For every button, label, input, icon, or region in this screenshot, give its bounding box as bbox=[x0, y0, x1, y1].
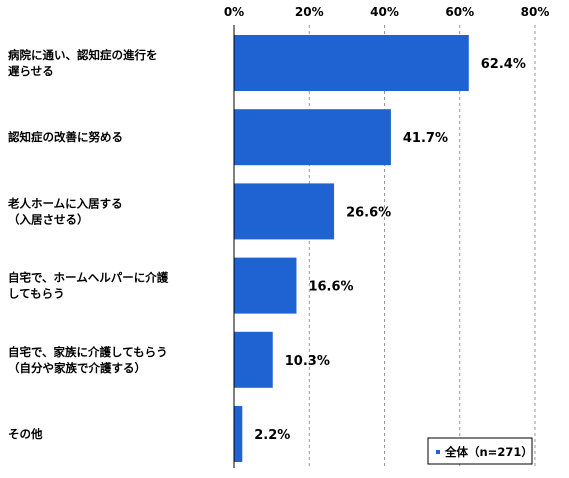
value-label: 10.3% bbox=[285, 354, 330, 369]
value-label: 26.6% bbox=[346, 205, 391, 220]
bar bbox=[234, 257, 297, 314]
bar bbox=[234, 331, 273, 388]
grid-lines bbox=[233, 25, 536, 468]
bar bbox=[234, 406, 243, 462]
value-label: 2.2% bbox=[254, 428, 290, 443]
x-tick-label: 20% bbox=[295, 5, 324, 19]
value-label: 41.7% bbox=[403, 131, 448, 146]
x-tick-label: 40% bbox=[370, 5, 399, 19]
bar bbox=[234, 109, 391, 166]
category-label: 自宅で、ホームヘルパーに介護してもらう bbox=[8, 271, 169, 301]
category-label: 認知症の改善に努める bbox=[8, 130, 123, 144]
value-labels: 62.4% 41.7% 26.6% 16.6% 10.3% 2.2% bbox=[254, 57, 526, 443]
legend: 全体（n=271） bbox=[427, 437, 533, 465]
legend-label: 全体（n=271） bbox=[444, 445, 533, 459]
legend-swatch bbox=[436, 450, 440, 454]
category-label: 自宅で、家族に介護してもらう（自分や家族で介護する） bbox=[8, 345, 168, 375]
bars bbox=[234, 35, 469, 462]
x-tick-label: 80% bbox=[521, 5, 550, 19]
x-tick-label: 0% bbox=[224, 5, 244, 19]
x-tick-labels: 0% 20% 40% 60% 80% bbox=[224, 5, 550, 19]
category-label: 老人ホームに入居する（入居させる） bbox=[7, 196, 123, 226]
value-label: 62.4% bbox=[481, 57, 526, 72]
x-tick-label: 60% bbox=[445, 5, 474, 19]
category-labels: 病院に通い、認知症の進行を遅らせる認知症の改善に努める老人ホームに入居する（入居… bbox=[7, 48, 169, 441]
category-label: その他 bbox=[8, 427, 43, 441]
value-label: 16.6% bbox=[308, 280, 353, 295]
bar bbox=[234, 35, 469, 91]
legend-box bbox=[427, 437, 533, 465]
category-label: 病院に通い、認知症の進行を遅らせる bbox=[8, 48, 158, 78]
bar bbox=[234, 183, 335, 240]
